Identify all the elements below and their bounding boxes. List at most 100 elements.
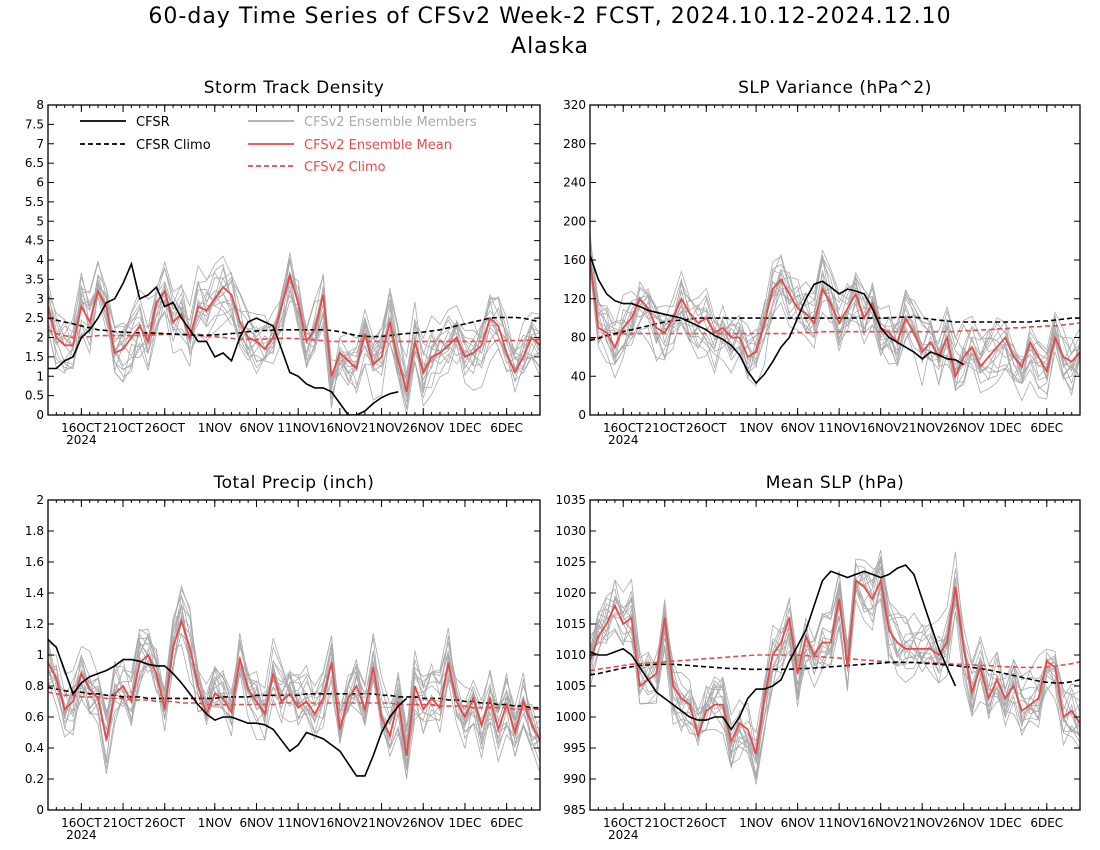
x-tick-label: 21NOV [901, 421, 943, 435]
y-tick-label: 200 [563, 214, 586, 228]
x-tick-label: 1NOV [198, 816, 233, 830]
ensemble-member-line [48, 273, 540, 408]
x-tick-label: 21NOV [361, 421, 403, 435]
ensemble-member-line [48, 257, 540, 407]
ensemble-member-line [48, 594, 540, 766]
y-tick-label: 3 [36, 292, 44, 306]
figure-subtitle: Alaska [511, 34, 589, 59]
x-tick-label: 26OCT [686, 816, 727, 830]
x-tick-label: 1DEC [989, 816, 1022, 830]
x-tick-label: 1DEC [449, 421, 482, 435]
y-tick-label: 1025 [555, 555, 586, 569]
ensemble-members [590, 232, 1080, 402]
x-tick-label: 16OCT [603, 816, 644, 830]
x-tick-label: 26NOV [402, 816, 444, 830]
x-tick-label: 16OCT [61, 816, 102, 830]
x-tick-label: 16NOV [319, 816, 361, 830]
y-tick-label: 7.5 [25, 117, 44, 131]
y-tick-label: 1.6 [25, 555, 44, 569]
ensemble-member-line [590, 235, 1080, 395]
ensemble-member-line [590, 248, 1080, 384]
ensemble-member-line [590, 244, 1080, 397]
x-tick-label: 11NOV [818, 816, 860, 830]
ensemble-member-line [590, 232, 1080, 391]
x-tick-label: 6DEC [1030, 421, 1063, 435]
legend-label: CFSR [136, 115, 170, 130]
ensemble-members [48, 584, 540, 780]
x-tick-label: 6DEC [1030, 816, 1063, 830]
x-tick-label: 6NOV [239, 816, 274, 830]
y-tick-label: 1035 [555, 493, 586, 507]
ensemble-member-line [48, 603, 540, 774]
y-tick-label: 40 [571, 369, 586, 383]
ensemble-member-line [48, 261, 540, 402]
legend-label: CFSv2 Ensemble Mean [304, 138, 452, 153]
y-tick-label: 1.4 [25, 586, 44, 600]
ensemble-member-line [590, 241, 1080, 394]
plot-frame [47, 499, 541, 811]
panel-title: Mean SLP (hPa) [766, 473, 905, 493]
x-tick-label: 21OCT [103, 816, 144, 830]
y-tick-label: 1 [36, 369, 44, 383]
panel-2: SLP Variance (hPa^2) 0 40 80 120 160 200 240 280… [563, 78, 1081, 447]
ensemble-member-line [590, 576, 1080, 785]
ensemble-member-line [590, 566, 1080, 762]
y-tick-label: 0.4 [25, 741, 44, 755]
x-tick-label: 16NOV [860, 816, 902, 830]
y-tick-label: 1030 [555, 524, 586, 538]
y-tick-label: 995 [563, 741, 586, 755]
x-tick-label: 1NOV [739, 816, 774, 830]
x-tick-label: 26NOV [943, 421, 985, 435]
panel-4: Mean SLP (hPa) 985 990 995 1000 1005 1010 1015 1… [555, 473, 1081, 842]
x-tick-label: 1DEC [449, 816, 482, 830]
y-tick-label: 2 [36, 493, 44, 507]
y-tick-label: 1010 [555, 648, 586, 662]
ensemble-member-line [590, 256, 1080, 385]
y-tick-label: 80 [571, 331, 586, 345]
x-tick-label: 21OCT [103, 421, 144, 435]
series-cfsr [48, 638, 408, 777]
y-tick-label: 240 [563, 176, 586, 190]
series-cfsv2-ensemble-mean [590, 259, 1080, 380]
ensemble-member-line [590, 255, 1080, 390]
series-cfsv2-ensemble-mean [48, 272, 540, 393]
x-tick-label: 21OCT [645, 421, 686, 435]
y-tick-label: 0 [36, 803, 44, 817]
series-cfsr-climo [48, 316, 540, 338]
ensemble-member-line [48, 252, 540, 390]
y-tick-label: 0.8 [25, 679, 44, 693]
series-cfsr-climo [48, 686, 540, 709]
y-tick-label: 6.5 [25, 156, 44, 170]
x-year-label: 2024 [608, 828, 639, 842]
x-tick-label: 21OCT [645, 816, 686, 830]
ensemble-member-line [590, 557, 1080, 762]
x-tick-label: 6NOV [781, 816, 816, 830]
y-tick-label: 8 [36, 98, 44, 112]
x-tick-label: 6DEC [490, 816, 523, 830]
legend-label: CFSR Climo [136, 138, 211, 153]
x-tick-label: 26OCT [145, 816, 186, 830]
x-tick-label: 1NOV [198, 421, 233, 435]
y-tick-label: 2.5 [25, 311, 44, 325]
x-tick-label: 11NOV [818, 421, 860, 435]
y-tick-label: 6 [36, 176, 44, 190]
ensemble-member-line [590, 568, 1080, 770]
y-tick-label: 4.5 [25, 234, 44, 248]
ensemble-members [48, 252, 540, 415]
ensemble-member-line [48, 605, 540, 765]
x-year-label: 2024 [66, 433, 97, 447]
y-tick-label: 160 [563, 253, 586, 267]
y-tick-label: 0.5 [25, 389, 44, 403]
y-tick-label: 1 [36, 648, 44, 662]
x-tick-label: 26NOV [943, 816, 985, 830]
x-tick-label: 16NOV [860, 421, 902, 435]
x-tick-label: 11NOV [277, 421, 319, 435]
y-tick-label: 1000 [555, 710, 586, 724]
x-tick-label: 6NOV [781, 421, 816, 435]
y-tick-label: 1020 [555, 586, 586, 600]
panel-1: Storm Track Density 0 0.5 1 1.5 2 2.5 3 3.5 4 4.5 5… [25, 78, 541, 447]
y-tick-label: 7 [36, 137, 44, 151]
series-cfsr-climo [590, 661, 1080, 684]
ensemble-member-line [48, 611, 540, 778]
